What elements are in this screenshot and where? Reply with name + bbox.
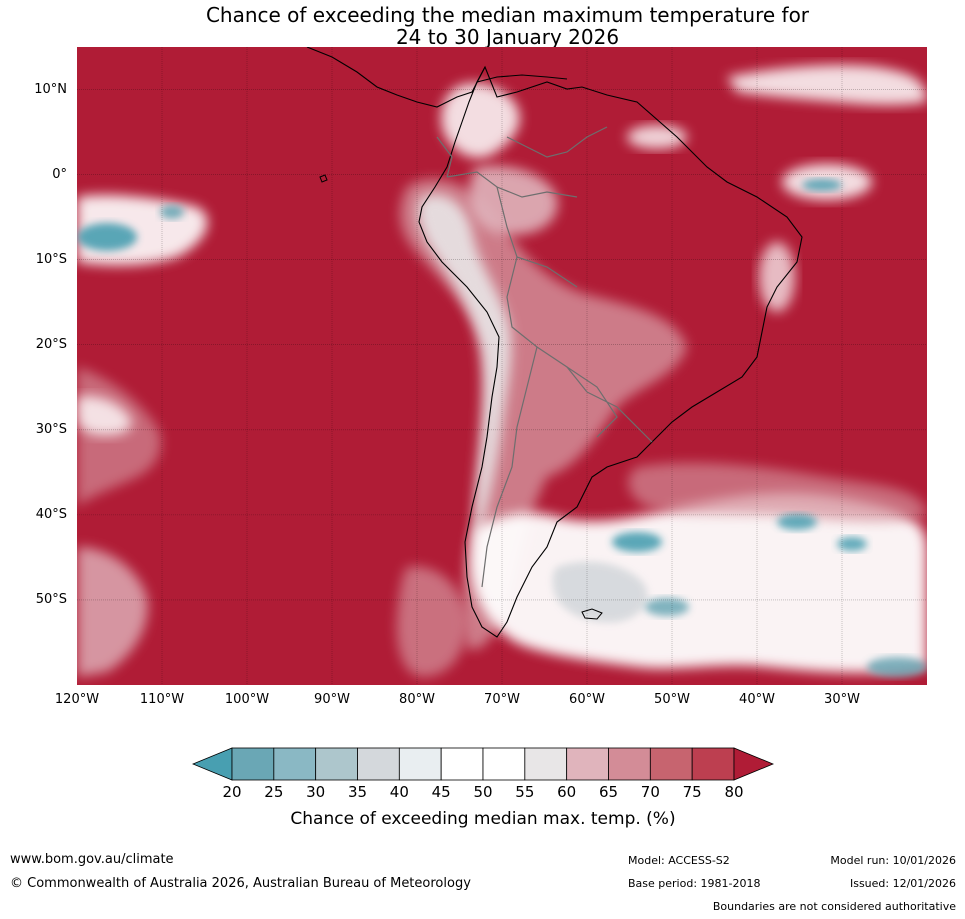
colorbar-bin xyxy=(273,747,317,781)
lat-tick-label: 30°S xyxy=(35,421,67,437)
border-1 xyxy=(446,171,578,198)
colorbar-tick-label: 50 xyxy=(473,783,493,801)
lat-tick-label: 40°S xyxy=(35,506,67,522)
lon-tick-label: 70°W xyxy=(484,692,520,707)
colorbar-bin xyxy=(649,747,693,781)
colorbar-tick-label: 40 xyxy=(389,783,409,801)
title-line-2: 24 to 30 January 2026 xyxy=(395,25,620,49)
border-8 xyxy=(436,136,453,178)
colorbar-tick-label: 60 xyxy=(557,783,577,801)
colorbar-tick-label: 30 xyxy=(306,783,326,801)
colorbar-tick-label: 35 xyxy=(347,783,368,801)
base-period-text: Base period: 1981-2018 xyxy=(628,877,761,890)
lon-tick-label: 50°W xyxy=(654,692,690,707)
shade-north-white xyxy=(441,83,520,158)
title-line-1: Chance of exceeding the median maximum t… xyxy=(205,3,810,27)
probability-shading xyxy=(77,65,927,677)
colorbar-bin xyxy=(482,747,526,781)
lat-tick-label: 0° xyxy=(52,166,67,182)
lon-tick-label: 90°W xyxy=(314,692,350,707)
galapagos-islands xyxy=(319,174,328,183)
colorbar-bin xyxy=(231,747,275,781)
border-3 xyxy=(506,256,588,393)
colorbar xyxy=(192,747,774,781)
coastlines xyxy=(306,47,803,638)
colorbar-bin xyxy=(608,747,651,781)
shade-blue-atlantic-3 xyxy=(837,537,867,551)
lon-tick-label: 80°W xyxy=(399,692,435,707)
lat-tick-label: 10°S xyxy=(35,251,67,267)
coastline-caribbean xyxy=(476,74,568,83)
shade-patagonia-grey xyxy=(552,561,648,623)
colorbar-tick-label: 75 xyxy=(682,783,702,801)
model-text: Model: ACCESS-S2 xyxy=(628,854,730,867)
colorbar-bin xyxy=(691,747,735,781)
map-canvas xyxy=(77,47,927,685)
shade-caribbean-white xyxy=(627,125,687,149)
colorbar-title: Chance of exceeding median max. temp. (%… xyxy=(290,809,676,829)
border-5 xyxy=(481,346,538,588)
colorbar-tick-label: 70 xyxy=(640,783,660,801)
shade-pacific-south-pink xyxy=(77,367,161,507)
shade-blue-atlantic-5 xyxy=(867,657,927,677)
issued-text: Issued: 12/01/2026 xyxy=(849,877,956,890)
colorbar-tick-label: 45 xyxy=(431,783,451,801)
colorbar-tick-label: 20 xyxy=(222,783,242,801)
coastline-central-america xyxy=(306,47,486,108)
shade-coast-white xyxy=(759,242,795,312)
border-6 xyxy=(586,391,653,443)
shade-pacific-far-south xyxy=(77,547,148,677)
shade-patagonia-white xyxy=(470,492,927,673)
lon-tick-label: 120°W xyxy=(54,692,100,707)
shade-pacific-sw-pink xyxy=(396,566,467,677)
shade-andes-light xyxy=(417,194,512,548)
lon-tick-label: 60°W xyxy=(569,692,605,707)
country-borders xyxy=(436,126,653,588)
islands xyxy=(319,174,603,620)
lat-tick-label: 50°S xyxy=(35,591,67,607)
shade-blue-pacific-1 xyxy=(77,223,137,251)
shade-blue-atlantic-2 xyxy=(777,514,817,530)
colorbar-tick-label: 25 xyxy=(264,783,284,801)
shade-natl-white xyxy=(727,65,927,106)
colorbar-bin xyxy=(357,747,400,781)
colorbar-bin xyxy=(566,747,609,781)
shade-south-atlantic-pink xyxy=(628,462,927,522)
border-7 xyxy=(506,126,608,158)
colorbar-bin xyxy=(524,747,568,781)
copyright-text: © Commonwealth of Australia 2026, Austra… xyxy=(10,876,471,891)
falkland-islands xyxy=(581,608,603,620)
chart-title: Chance of exceeding the median maximum t… xyxy=(0,4,965,48)
lon-tick-label: 100°W xyxy=(224,692,270,707)
shade-blue-atlantic-4 xyxy=(645,598,689,616)
shade-blue-natl xyxy=(802,179,842,191)
shade-blue-atlantic-1 xyxy=(612,532,662,552)
shade-blue-pacific-2 xyxy=(160,205,184,219)
lon-tick-label: 30°W xyxy=(824,692,860,707)
colorbar-bin xyxy=(398,747,442,781)
coastline-south-america xyxy=(418,65,803,638)
colorbar-bin xyxy=(315,747,358,781)
colorbar-bin xyxy=(440,747,484,781)
disclaimer-text: Boundaries are not considered authoritat… xyxy=(712,900,956,913)
colorbar-tick-label: 65 xyxy=(598,783,619,801)
lon-tick-label: 40°W xyxy=(739,692,775,707)
lat-tick-label: 20°S xyxy=(35,336,67,352)
website-link[interactable]: www.bom.gov.au/climate xyxy=(10,852,174,867)
colorbar-tick-label: 55 xyxy=(515,783,535,801)
shade-pacific-south-white xyxy=(77,396,132,436)
lat-tick-label: 10°N xyxy=(34,81,67,97)
colorbar-extend-high xyxy=(733,747,774,781)
colorbar-tick-label: 80 xyxy=(724,783,744,801)
lon-tick-label: 110°W xyxy=(139,692,185,707)
colorbar-extend-low xyxy=(192,747,233,781)
forecast-map xyxy=(77,47,927,685)
model-run-text: Model run: 10/01/2026 xyxy=(830,854,956,867)
map-gridlines xyxy=(77,47,927,685)
